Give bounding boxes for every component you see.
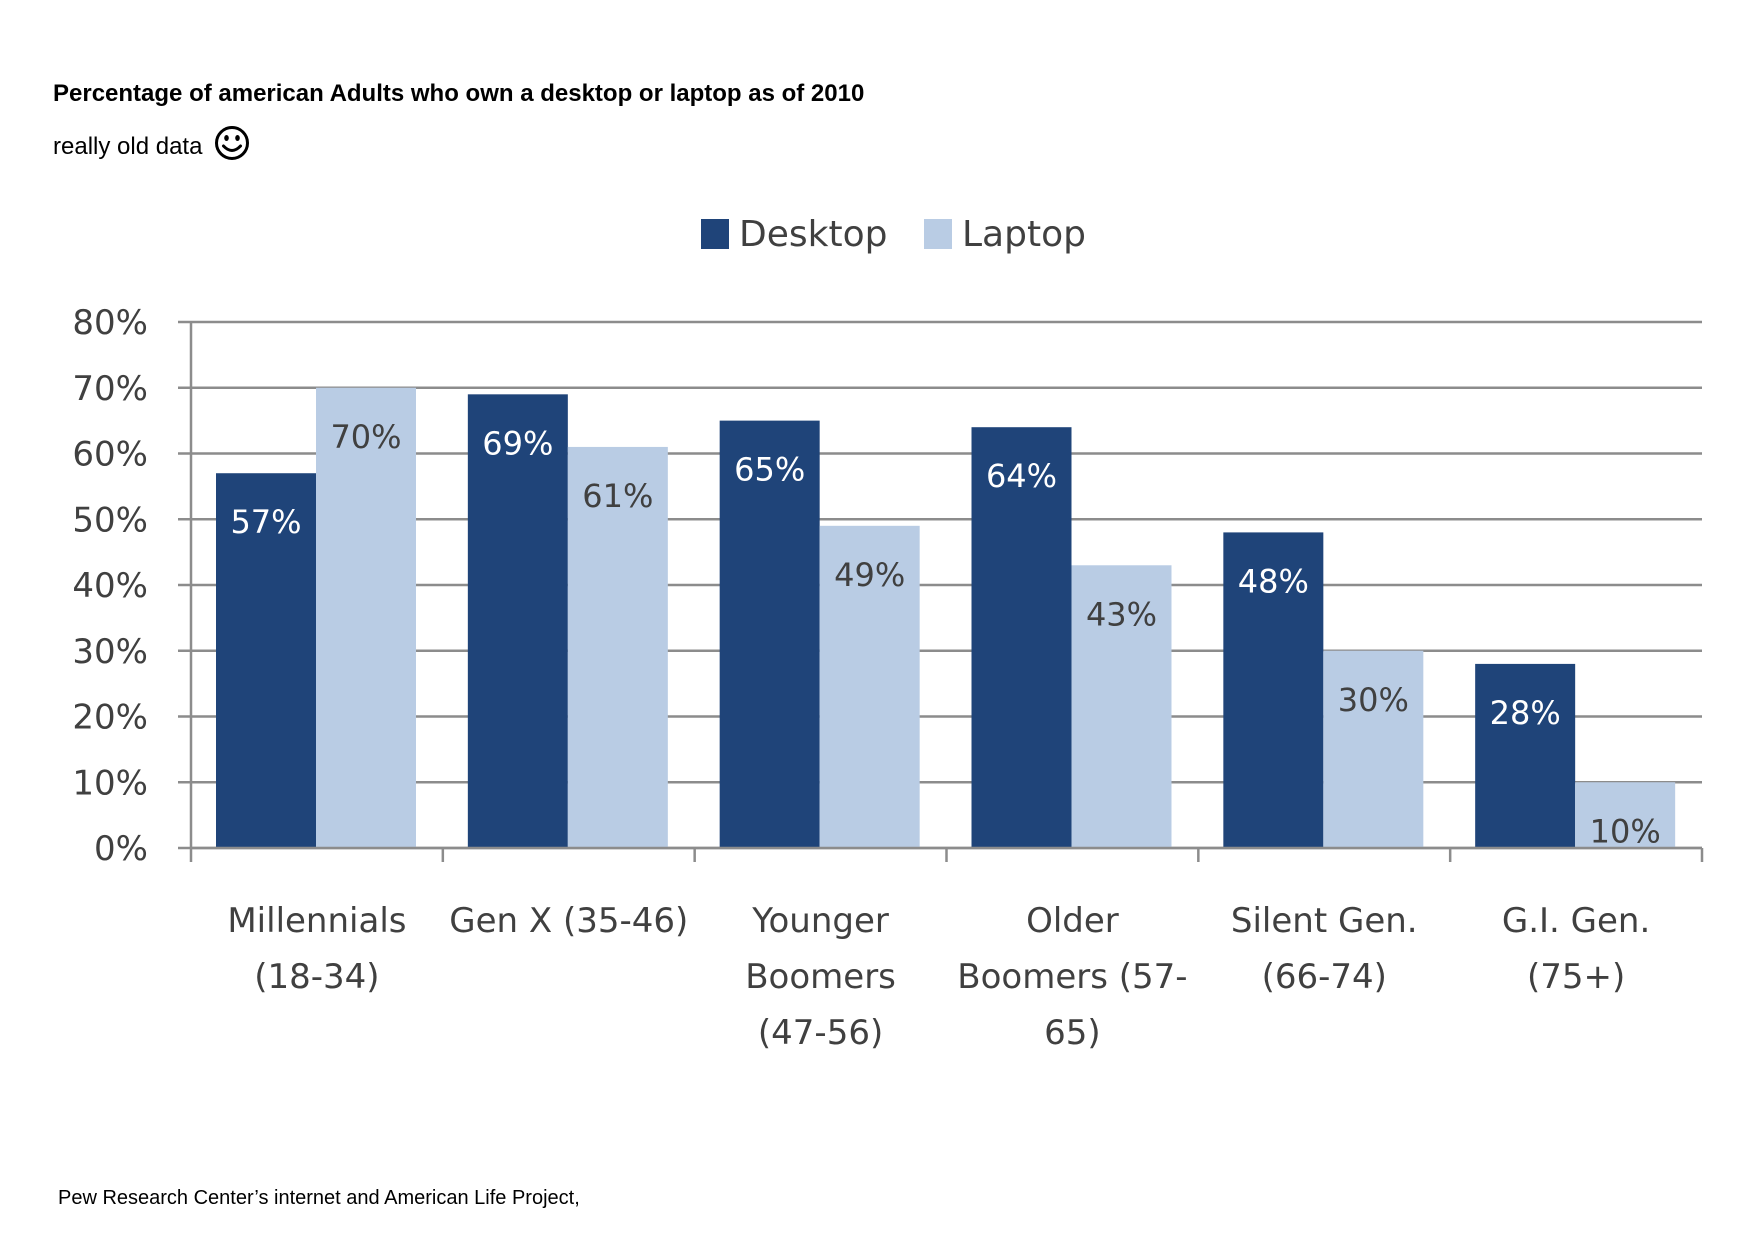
data-label: 70% [330, 418, 401, 456]
bars: 57% 69% 65% 64% 48% 28% 70% 61% 49% 43% 30% 10% [216, 387, 1676, 850]
bar-desktop [216, 473, 316, 848]
x-axis: Millennials (18-34) Gen X (35-46) Younger Bo… [189, 846, 1704, 1053]
legend-label-desktop: Desktop [739, 214, 887, 255]
y-tick-label: 80% [72, 303, 148, 343]
bar-laptop [316, 387, 416, 848]
data-label: 10% [1590, 812, 1661, 850]
bar-desktop [1475, 663, 1576, 848]
bar-laptop [1071, 565, 1172, 848]
chart-title: Percentage of american Adults who own a … [53, 80, 865, 107]
data-label: 28% [1490, 694, 1561, 732]
bar-laptop [1323, 650, 1424, 848]
x-category-label: Younger Boomers (47-56) [745, 901, 896, 1053]
source-note: Pew Research Center’s internet and Ameri… [58, 1187, 580, 1209]
data-label: 69% [482, 424, 553, 462]
y-axis: 0% 10% 20% 30% 40% 50% 60% 70% 80% [72, 303, 193, 869]
legend: Desktop Laptop [701, 214, 1086, 255]
subtitle-text: really old data [53, 132, 203, 160]
bar-laptop [567, 446, 668, 848]
bar-chart: Desktop Laptop 0% 10% 20% 30% 40% 50% 60% 70% 80%… [72, 214, 1704, 1053]
bar-desktop [467, 394, 568, 848]
legend-swatch-laptop [924, 219, 952, 249]
data-label: 61% [582, 477, 653, 515]
y-tick-label: 70% [72, 369, 148, 409]
bar-laptop [1575, 782, 1676, 848]
x-category-label: G.I. Gen. (75+) [1502, 901, 1650, 997]
legend-swatch-desktop [701, 219, 729, 249]
data-label: 43% [1086, 595, 1157, 633]
y-tick-label: 0% [94, 829, 148, 869]
y-tick-label: 10% [72, 763, 148, 803]
legend-label-laptop: Laptop [962, 214, 1086, 255]
bar-laptop [819, 525, 920, 848]
data-label: 65% [734, 451, 805, 489]
y-tick-label: 30% [72, 632, 148, 672]
data-label: 49% [834, 556, 905, 594]
x-category-label: Silent Gen. (66-74) [1231, 901, 1418, 997]
x-category-label: Gen X (35-46) [449, 901, 688, 941]
bar-desktop [1223, 532, 1324, 848]
y-tick-label: 60% [72, 435, 148, 475]
bar-desktop [719, 420, 820, 848]
chart-subtitle: really old data [53, 125, 250, 168]
data-label: 48% [1238, 562, 1309, 600]
x-category-label: Older Boomers (57-65) [957, 901, 1187, 1053]
smiley-face-icon [214, 125, 250, 168]
data-label: 57% [230, 503, 301, 541]
data-label: 30% [1338, 681, 1409, 719]
y-tick-label: 20% [72, 698, 148, 738]
x-category-label: Millennials (18-34) [227, 901, 406, 997]
data-label: 64% [986, 457, 1057, 495]
y-tick-label: 40% [72, 566, 148, 606]
y-tick-label: 50% [72, 500, 148, 540]
bar-desktop [971, 427, 1072, 848]
